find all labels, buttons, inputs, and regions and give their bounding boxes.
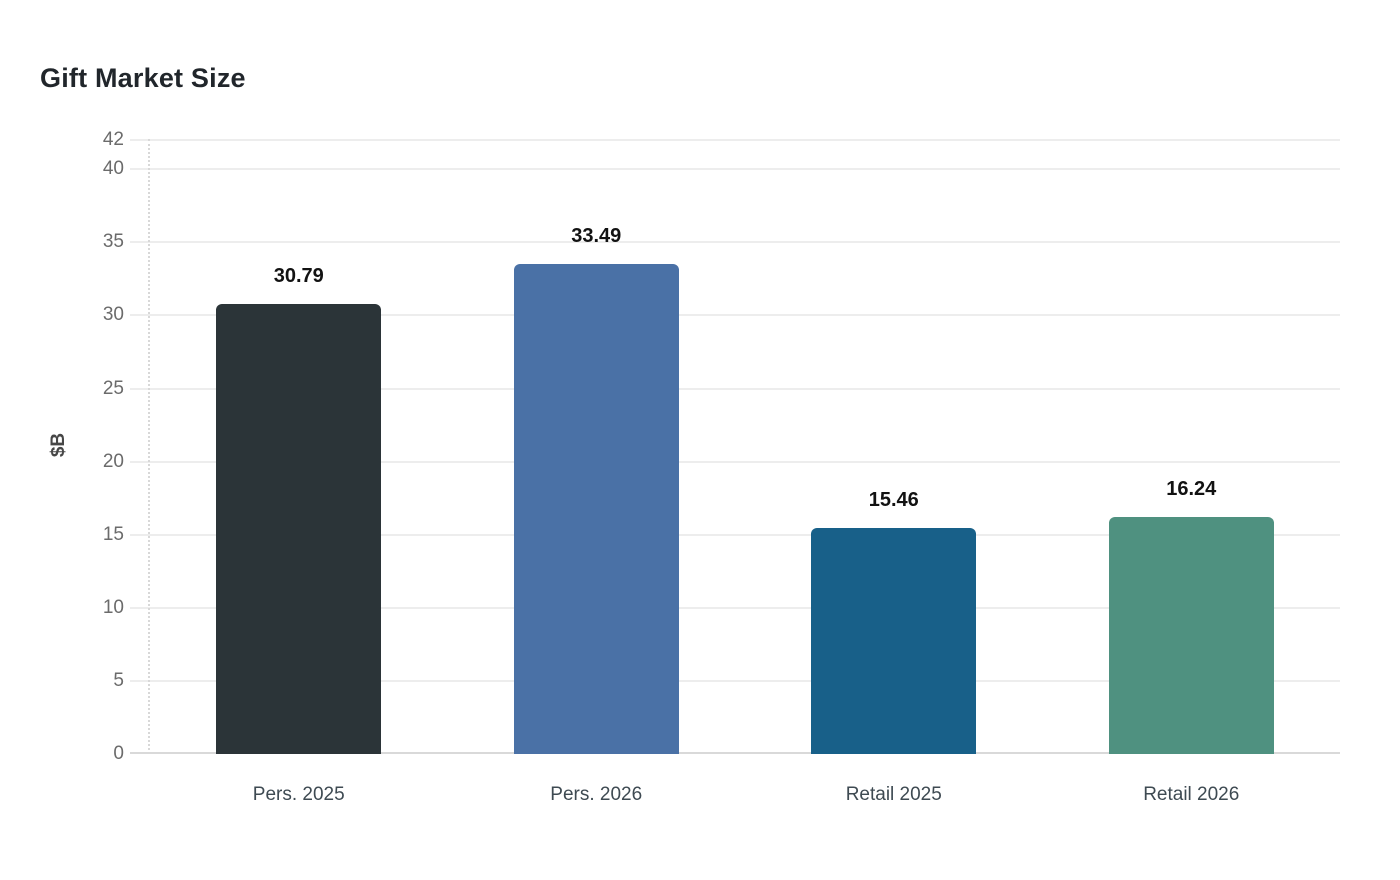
gridline: [130, 679, 1340, 682]
x-category-label: Retail 2025: [845, 784, 942, 805]
bar-retail-2025: [811, 527, 977, 754]
y-tick-label: 15: [102, 523, 124, 545]
gridline: [130, 460, 1340, 463]
y-tick-label: 20: [102, 450, 124, 472]
bar-value-label: 15.46: [868, 488, 919, 511]
gridline: [130, 168, 1340, 171]
bar-retail-2026: [1108, 516, 1274, 754]
x-category-label: Retail 2026: [1143, 784, 1240, 805]
bar-value-label: 33.49: [571, 225, 622, 248]
chart-title: Gift Market Size: [40, 63, 246, 93]
gridline: [130, 139, 1340, 141]
gridline: [130, 606, 1340, 609]
y-tick-label: 0: [113, 743, 124, 764]
y-tick-label: 42: [102, 129, 124, 150]
gridline: [130, 314, 1340, 317]
bar-value-label: 16.24: [1166, 477, 1217, 500]
x-axis-line: [130, 752, 1340, 754]
y-tick-label: 10: [102, 596, 124, 618]
gridline: [130, 241, 1340, 244]
bar-value-label: 30.79: [273, 264, 324, 287]
y-axis-line: [148, 139, 150, 754]
x-category-label: Pers. 2026: [550, 784, 643, 805]
bar-pers-2026: [513, 264, 679, 754]
gridline: [130, 387, 1340, 390]
y-tick-label: 35: [102, 231, 124, 253]
y-tick-label: 30: [102, 304, 124, 326]
gridline: [130, 533, 1340, 536]
bar-pers-2025: [216, 303, 382, 754]
x-category-label: Pers. 2025: [252, 784, 345, 805]
y-tick-label: 40: [102, 158, 124, 180]
y-tick-label: 25: [102, 377, 124, 399]
y-tick-label: 5: [113, 669, 124, 691]
